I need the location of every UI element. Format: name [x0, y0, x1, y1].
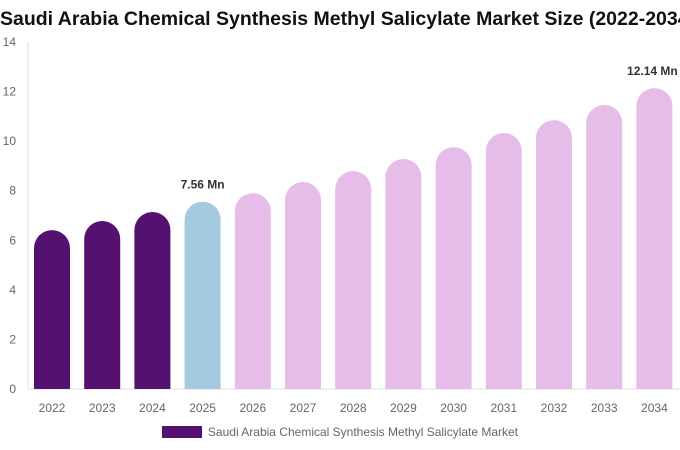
y-tick-label: 4: [9, 283, 16, 297]
y-tick-label: 10: [3, 134, 17, 148]
bar-2028: [335, 171, 372, 389]
y-tick-label: 0: [9, 382, 16, 396]
bar-2025: [184, 201, 221, 389]
x-tick-label: 2023: [89, 401, 116, 415]
x-tick-label: 2024: [139, 401, 166, 415]
legend-swatch: [161, 426, 202, 438]
bar-2030: [435, 147, 472, 389]
bar-2022: [34, 230, 70, 389]
x-tick-label: 2026: [239, 401, 266, 415]
legend: Saudi Arabia Chemical Synthesis Methyl S…: [0, 425, 680, 439]
data-label: 12.14 Mn: [627, 64, 678, 78]
y-tick-label: 2: [9, 332, 16, 346]
legend-label: Saudi Arabia Chemical Synthesis Methyl S…: [207, 425, 519, 439]
y-tick-label: 6: [9, 233, 16, 247]
bar-2023: [84, 220, 121, 389]
x-tick-label: 2033: [591, 401, 618, 415]
x-tick-label: 2022: [39, 401, 66, 415]
data-label: 7.56 Mn: [181, 178, 225, 192]
y-tick-label: 14: [3, 35, 17, 49]
x-tick-label: 2027: [290, 401, 317, 415]
bar-2034: [636, 88, 673, 389]
bar-2029: [385, 158, 422, 389]
x-tick-label: 2029: [390, 401, 417, 415]
bar-2033: [586, 104, 623, 389]
y-tick-label: 12: [3, 85, 17, 99]
bar-2027: [285, 182, 321, 389]
chart-title: Saudi Arabia Chemical Synthesis Methyl S…: [0, 8, 680, 30]
x-tick-label: 2031: [490, 401, 517, 415]
bar-2032: [536, 120, 572, 389]
x-tick-label: 2034: [641, 401, 668, 415]
bar-2026: [234, 193, 271, 389]
bar-2031: [485, 132, 522, 390]
x-tick-label: 2030: [440, 401, 467, 415]
x-tick-label: 2028: [340, 401, 367, 415]
x-tick-label: 2025: [189, 401, 216, 415]
y-tick-label: 8: [9, 184, 16, 198]
bar-2024: [134, 212, 171, 389]
x-tick-label: 2032: [541, 401, 568, 415]
